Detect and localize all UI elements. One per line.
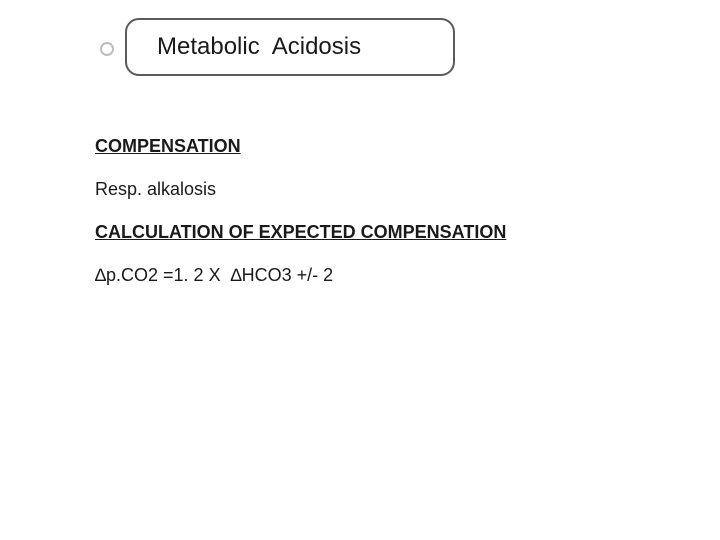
text-resp-alkalosis: Resp. alkalosis [95,179,645,200]
heading-compensation: COMPENSATION [95,136,645,157]
decorative-circle-icon [100,42,114,56]
heading-calculation: CALCULATION OF EXPECTED COMPENSATION [95,222,645,243]
formula-line: ∆p.CO2 =1. 2 X ∆HCO3 +/- 2 [95,265,645,286]
content-block: COMPENSATION Resp. alkalosis CALCULATION… [95,136,645,308]
slide-title: Metabolic Acidosis [157,33,361,61]
title-container: Metabolic Acidosis [125,18,455,76]
slide: Metabolic Acidosis COMPENSATION Resp. al… [0,0,720,540]
